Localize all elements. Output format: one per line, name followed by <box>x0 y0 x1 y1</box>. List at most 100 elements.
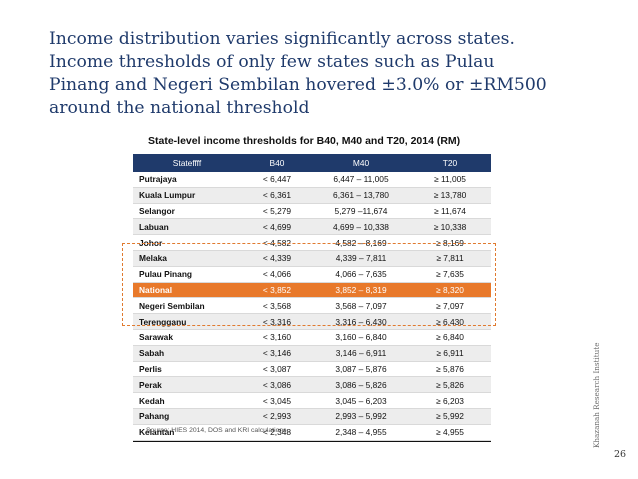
table-row: Kuala Lumpur < 6,361 6,361 – 13,780 ≥ 13,78… <box>133 187 491 204</box>
table-row: Kedah < 3,045 3,045 – 6,203 ≥ 6,203 <box>133 392 491 409</box>
cell-t20: ≥ 7,097 <box>409 297 491 315</box>
table-row: Pulau Pinang < 4,066 4,066 – 7,635 ≥ 7,635 <box>133 266 491 283</box>
cell-m40: 2,993 – 5,992 <box>313 408 409 425</box>
cell-state: Sarawak <box>133 329 241 346</box>
cell-state: National <box>133 282 241 299</box>
table-body: Putrajaya < 6,447 6,447 – 11,005 ≥ 11,005 Ku… <box>133 172 491 441</box>
cell-b40: < 2,348 <box>241 424 313 441</box>
cell-m40: 3,086 – 5,826 <box>313 376 409 394</box>
table-row: Melaka < 4,339 4,339 – 7,811 ≥ 7,811 <box>133 250 491 267</box>
cell-m40: 6,361 – 13,780 <box>313 187 409 204</box>
headline-line: Income distribution varies significantly… <box>49 29 515 49</box>
cell-t20: ≥ 7,811 <box>409 250 491 267</box>
cell-b40: < 4,699 <box>241 218 313 236</box>
table-title: State-level income thresholds for B40, M… <box>148 135 461 147</box>
cell-m40: 3,568 – 7,097 <box>313 297 409 315</box>
cell-state: Selangor <box>133 203 241 220</box>
cell-b40: < 3,316 <box>241 313 313 330</box>
table-row: Kelantan < 2,348 2,348 – 4,955 ≥ 4,955 <box>133 424 491 441</box>
table-row: Putrajaya < 6,447 6,447 – 11,005 ≥ 11,005 <box>133 172 491 188</box>
cell-t20: ≥ 8,320 <box>409 282 491 299</box>
table-row: Perak < 3,086 3,086 – 5,826 ≥ 5,826 <box>133 376 491 394</box>
cell-m40: 3,146 – 6,911 <box>313 345 409 362</box>
cell-b40: < 4,582 <box>241 234 313 251</box>
cell-state: Sabah <box>133 345 241 362</box>
cell-t20: ≥ 13,780 <box>409 187 491 204</box>
cell-m40: 3,160 – 6,840 <box>313 329 409 346</box>
table-row: Selangor < 5,279 5,279 –11,674 ≥ 11,674 <box>133 203 491 220</box>
cell-state: Perak <box>133 376 241 394</box>
cell-state: Perlis <box>133 361 241 378</box>
cell-b40: < 3,045 <box>241 392 313 409</box>
cell-b40: < 3,086 <box>241 376 313 394</box>
cell-state: Johor <box>133 234 241 251</box>
cell-t20: ≥ 6,911 <box>409 345 491 362</box>
cell-t20: ≥ 8,169 <box>409 234 491 251</box>
headline-line: Pinang and Negeri Sembilan hovered ±3.0%… <box>49 75 547 95</box>
cell-state: Kelantan <box>133 424 241 441</box>
cell-b40: < 6,361 <box>241 187 313 204</box>
cell-state: Putrajaya <box>133 172 241 188</box>
cell-t20: ≥ 5,992 <box>409 408 491 425</box>
cell-state: Pahang <box>133 408 241 425</box>
cell-b40: < 3,087 <box>241 361 313 378</box>
cell-m40: 4,582 – 8,169 <box>313 234 409 251</box>
cell-t20: ≥ 5,876 <box>409 361 491 378</box>
col-header-t20: T20 <box>409 154 491 172</box>
headline: Income distribution varies significantly… <box>49 28 609 120</box>
cell-t20: ≥ 4,955 <box>409 424 491 441</box>
cell-t20: ≥ 7,635 <box>409 266 491 283</box>
source-note: Source: HIES 2014, DOS and KRI calculati… <box>146 427 287 434</box>
cell-b40: < 3,160 <box>241 329 313 346</box>
cell-b40: < 3,568 <box>241 297 313 315</box>
cell-m40: 5,279 –11,674 <box>313 203 409 220</box>
cell-t20: ≥ 6,203 <box>409 392 491 409</box>
cell-m40: 3,045 – 6,203 <box>313 392 409 409</box>
cell-b40: < 3,146 <box>241 345 313 362</box>
cell-t20: ≥ 11,674 <box>409 203 491 220</box>
table-header-row: Stateffff B40 M40 T20 <box>133 154 491 172</box>
table-row: Perlis < 3,087 3,087 – 5,876 ≥ 5,876 <box>133 361 491 378</box>
cell-b40: < 5,279 <box>241 203 313 220</box>
threshold-table: Stateffff B40 M40 T20 Putrajaya < 6,447 6,… <box>133 154 491 441</box>
cell-state: Kuala Lumpur <box>133 187 241 204</box>
headline-line: around the national threshold <box>49 98 310 118</box>
cell-state: Labuan <box>133 218 241 236</box>
cell-state: Terengganu <box>133 313 241 330</box>
cell-b40: < 4,339 <box>241 250 313 267</box>
table-row: Pahang < 2,993 2,993 – 5,992 ≥ 5,992 <box>133 408 491 425</box>
table-row: Terengganu < 3,316 3,316 – 6,430 ≥ 6,430 <box>133 313 491 330</box>
income-threshold-table: Stateffff B40 M40 T20 Putrajaya < 6,447 6,… <box>133 154 491 442</box>
col-header-b40: B40 <box>241 154 313 172</box>
cell-m40: 6,447 – 11,005 <box>313 172 409 188</box>
col-header-m40: M40 <box>313 154 409 172</box>
headline-line: Income thresholds of only few states suc… <box>49 52 495 72</box>
cell-state: Melaka <box>133 250 241 267</box>
cell-m40: 4,066 – 7,635 <box>313 266 409 283</box>
cell-t20: ≥ 5,826 <box>409 376 491 394</box>
table-row: Negeri Sembilan < 3,568 3,568 – 7,097 ≥ 7,0… <box>133 297 491 315</box>
cell-m40: 3,316 – 6,430 <box>313 313 409 330</box>
cell-m40: 4,699 – 10,338 <box>313 218 409 236</box>
cell-b40: < 3,852 <box>241 282 313 299</box>
cell-state: Kedah <box>133 392 241 409</box>
cell-b40: < 2,993 <box>241 408 313 425</box>
side-label: Khazanah Research Institute <box>592 342 601 448</box>
table-row: Sarawak < 3,160 3,160 – 6,840 ≥ 6,840 <box>133 329 491 346</box>
cell-t20: ≥ 6,840 <box>409 329 491 346</box>
table-row: Labuan < 4,699 4,699 – 10,338 ≥ 10,338 <box>133 218 491 236</box>
table-row: National < 3,852 3,852 – 8,319 ≥ 8,320 <box>133 282 491 299</box>
cell-t20: ≥ 11,005 <box>409 172 491 188</box>
cell-b40: < 4,066 <box>241 266 313 283</box>
cell-m40: 4,339 – 7,811 <box>313 250 409 267</box>
col-header-state: Stateffff <box>133 154 241 172</box>
table-row: Johor < 4,582 4,582 – 8,169 ≥ 8,169 <box>133 234 491 251</box>
cell-state: Negeri Sembilan <box>133 297 241 315</box>
cell-t20: ≥ 10,338 <box>409 218 491 236</box>
cell-b40: < 6,447 <box>241 172 313 188</box>
cell-t20: ≥ 6,430 <box>409 313 491 330</box>
table-row: Sabah < 3,146 3,146 – 6,911 ≥ 6,911 <box>133 345 491 362</box>
cell-m40: 3,087 – 5,876 <box>313 361 409 378</box>
page-number: 26 <box>614 449 627 460</box>
cell-state: Pulau Pinang <box>133 266 241 283</box>
